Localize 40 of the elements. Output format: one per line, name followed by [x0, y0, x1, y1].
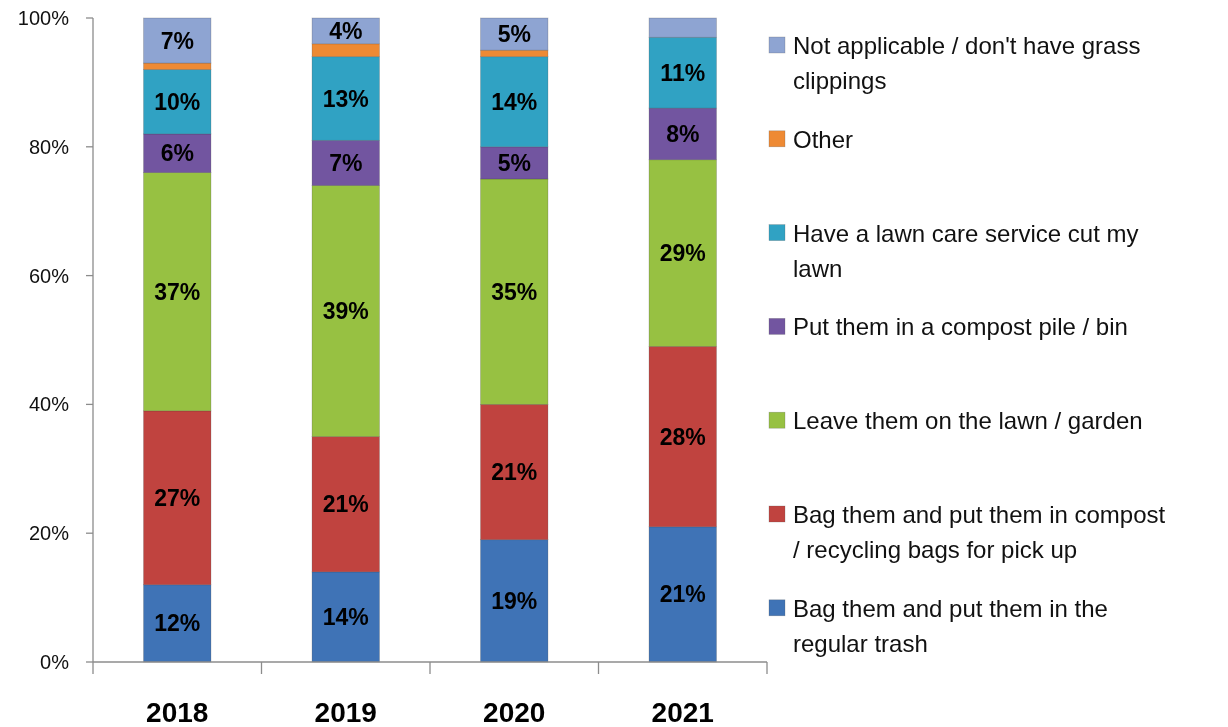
data-label: 21% — [322, 491, 369, 518]
data-label: 14% — [322, 603, 369, 630]
data-label: 4% — [329, 17, 363, 44]
data-label: 27% — [154, 484, 201, 511]
y-tick-label: 40% — [28, 393, 70, 416]
x-tick-label: 2021 — [651, 696, 714, 727]
data-label: 37% — [154, 278, 201, 305]
y-tick-label: 0% — [40, 651, 70, 673]
legend-label: Bag them and put them in compost / recycling bags for pick up — [793, 500, 1166, 563]
data-label: 35% — [491, 278, 538, 305]
x-tick-label: 2018 — [146, 696, 209, 727]
y-tick-label: 60% — [28, 264, 70, 287]
data-label: 19% — [491, 587, 538, 614]
data-label: 39% — [322, 298, 369, 325]
data-label: 29% — [659, 240, 706, 267]
legend-label: Have a lawn care service cut my lawn — [793, 219, 1139, 282]
data-label: 8% — [666, 120, 700, 147]
data-label: 12% — [154, 610, 201, 637]
legend-label: Leave them on the lawn / garden — [793, 406, 1143, 434]
data-label: 7% — [160, 27, 194, 54]
data-label: 10% — [154, 88, 201, 115]
data-label: 6% — [160, 140, 194, 167]
y-tick-label: 20% — [28, 522, 70, 545]
y-tick-label: 80% — [28, 135, 70, 158]
data-label: 28% — [659, 423, 706, 450]
data-label: 7% — [329, 149, 363, 176]
legend-label: Not applicable / don't have grass clippings — [793, 31, 1141, 94]
data-label: 21% — [659, 581, 706, 608]
legend-label: Other — [793, 125, 854, 153]
y-tick-label: 100% — [17, 7, 70, 29]
data-label: 14% — [491, 88, 538, 115]
x-tick-label: 2019 — [314, 696, 377, 727]
data-label: 11% — [660, 59, 706, 86]
data-label: 5% — [497, 149, 531, 176]
legend-label: Bag them and put them in the regular trash — [793, 594, 1108, 657]
legend-label: Put them in a compost pile / bin — [793, 312, 1128, 340]
data-label: 21% — [491, 459, 538, 486]
x-tick-label: 2020 — [483, 696, 546, 727]
data-label: 5% — [497, 21, 531, 48]
data-label: 13% — [322, 85, 369, 112]
